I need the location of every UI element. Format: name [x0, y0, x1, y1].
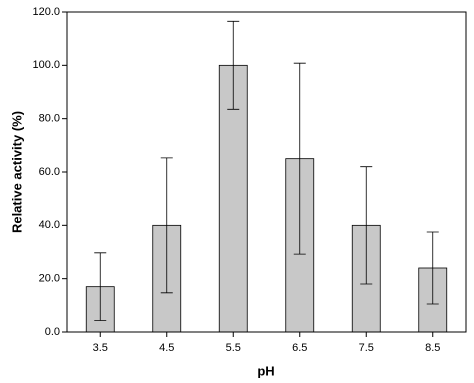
error-bar	[94, 252, 107, 321]
x-tick-label: 4.5	[159, 342, 174, 354]
x-tick-label: 7.5	[359, 342, 374, 354]
x-axis-title: pH	[257, 363, 274, 378]
error-bar	[293, 62, 306, 255]
x-tick-label: 8.5	[425, 342, 440, 354]
y-tick-label: 100.0	[32, 59, 60, 71]
y-axis-title: Relative activity (%)	[9, 111, 24, 233]
x-tick-label: 6.5	[292, 342, 307, 354]
y-tick-label: 40.0	[39, 219, 60, 231]
y-tick-label: 120.0	[32, 6, 60, 18]
x-tick-label: 3.5	[93, 342, 108, 354]
error-bar	[227, 20, 240, 110]
plot-frame	[66, 11, 467, 333]
error-bar	[160, 157, 173, 294]
y-tick-label: 80.0	[39, 113, 60, 125]
error-bar	[360, 166, 373, 285]
y-tick-label: 60.0	[39, 166, 60, 178]
y-tick-label: 0.0	[45, 326, 60, 338]
error-bar	[426, 231, 439, 305]
x-tick-label: 5.5	[226, 342, 241, 354]
y-tick-label: 20.0	[39, 273, 60, 285]
